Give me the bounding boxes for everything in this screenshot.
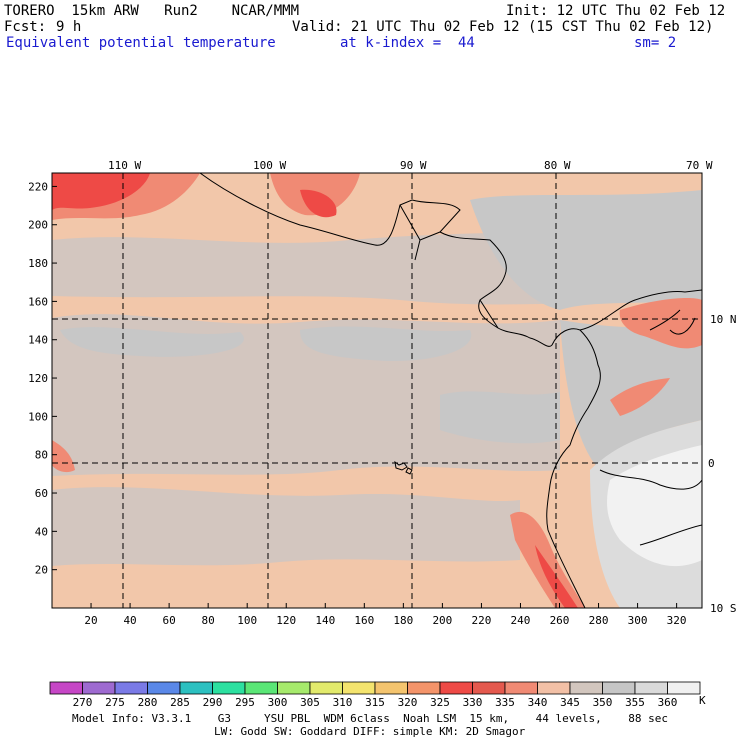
colorbar-swatch bbox=[634, 681, 668, 695]
colorbar-label: 350 bbox=[593, 696, 613, 709]
colorbar-swatch bbox=[309, 681, 343, 695]
colorbar-label: 285 bbox=[170, 696, 190, 709]
map-field bbox=[52, 173, 702, 608]
x-tick-label: 300 bbox=[628, 614, 648, 627]
colorbar-label: 305 bbox=[300, 696, 320, 709]
colorbar-label: 360 bbox=[658, 696, 678, 709]
colorbar-label: 275 bbox=[105, 696, 125, 709]
x-tick-label: 160 bbox=[354, 614, 374, 627]
x-tick-label: 260 bbox=[550, 614, 570, 627]
model-info: Model Info: V3.3.1 G3 YSU PBL WDM 6class… bbox=[72, 712, 669, 725]
x-tick-label: 200 bbox=[432, 614, 452, 627]
colorbar-labels: 270 275 280 285 290 295 300 305 310 315 320 325 330 3… bbox=[73, 696, 678, 709]
y-tick-label: 140 bbox=[28, 334, 48, 347]
y-tick-label: 20 bbox=[35, 564, 48, 577]
axis-tick-labels: 220 200 180 160 140 120 100 80 60 40 20 20 40 60 80 100… bbox=[28, 180, 686, 627]
colorbar-swatch bbox=[407, 681, 441, 695]
colorbar-swatch bbox=[277, 681, 311, 695]
colorbar-swatch bbox=[374, 681, 408, 695]
x-tick-label: 120 bbox=[276, 614, 296, 627]
field-name: Equivalent potential temperature bbox=[6, 35, 276, 51]
colorbar-label: 330 bbox=[463, 696, 483, 709]
x-tick-label: 220 bbox=[471, 614, 491, 627]
y-tick-label: 60 bbox=[35, 487, 48, 500]
init-time: Init: 12 UTC Thu 02 Feb 12 bbox=[506, 3, 726, 19]
y-tick-label: 180 bbox=[28, 257, 48, 270]
smoothing: sm= 2 bbox=[634, 35, 677, 51]
lat-label-10s: 10 S bbox=[710, 602, 737, 615]
lon-label-100w: 100 W bbox=[253, 159, 287, 172]
valid-time: Valid: 21 UTC Thu 02 Feb 12 (15 CST Thu … bbox=[292, 19, 714, 35]
x-tick-label: 320 bbox=[667, 614, 687, 627]
colorbar-label: 270 bbox=[73, 696, 93, 709]
lon-label-80w: 80 W bbox=[544, 159, 571, 172]
y-tick-label: 100 bbox=[28, 410, 48, 423]
forecast-label: Fcst: bbox=[4, 19, 47, 35]
y-tick-label: 160 bbox=[28, 295, 48, 308]
colorbar-swatch bbox=[342, 681, 376, 695]
colorbar-label: 310 bbox=[333, 696, 353, 709]
axis-ticks bbox=[52, 185, 678, 608]
x-tick-label: 240 bbox=[511, 614, 531, 627]
colorbar-swatch bbox=[244, 681, 278, 695]
colorbar bbox=[49, 681, 701, 695]
lon-label-70w: 70 W bbox=[686, 159, 713, 172]
map-frame bbox=[51, 172, 703, 609]
x-tick-label: 140 bbox=[315, 614, 335, 627]
coastline bbox=[199, 173, 702, 608]
physics-info: LW: Godd SW: Goddard DIFF: simple KM: 2D… bbox=[214, 725, 526, 738]
lat-label-10n: 10 N bbox=[710, 313, 737, 326]
colorbar-label: 340 bbox=[528, 696, 548, 709]
colorbar-swatch bbox=[114, 681, 148, 695]
colorbar-swatch bbox=[667, 681, 701, 695]
lat-label-0: 0 bbox=[708, 457, 715, 470]
colorbar-swatch bbox=[537, 681, 571, 695]
colorbar-label: 290 bbox=[203, 696, 223, 709]
colorbar-swatch bbox=[147, 681, 181, 695]
x-tick-label: 40 bbox=[123, 614, 136, 627]
x-tick-label: 60 bbox=[162, 614, 175, 627]
x-tick-label: 280 bbox=[589, 614, 609, 627]
colorbar-swatch bbox=[602, 681, 636, 695]
colorbar-label: 325 bbox=[430, 696, 450, 709]
colorbar-swatch bbox=[49, 681, 83, 695]
colorbar-label: 345 bbox=[560, 696, 580, 709]
lon-label-110w: 110 W bbox=[108, 159, 142, 172]
colorbar-label: 320 bbox=[398, 696, 418, 709]
colorbar-swatch bbox=[504, 681, 538, 695]
colorbar-label: 280 bbox=[138, 696, 158, 709]
x-tick-label: 180 bbox=[393, 614, 413, 627]
y-tick-label: 200 bbox=[28, 219, 48, 232]
forecast-hours: 9 h bbox=[56, 19, 82, 35]
colorbar-unit: K bbox=[699, 694, 706, 707]
colorbar-swatch bbox=[212, 681, 246, 695]
colorbar-label: 295 bbox=[235, 696, 255, 709]
colorbar-swatch bbox=[179, 681, 213, 695]
colorbar-label: 335 bbox=[495, 696, 515, 709]
y-tick-label: 80 bbox=[35, 449, 48, 462]
colorbar-swatch bbox=[82, 681, 116, 695]
x-tick-label: 100 bbox=[237, 614, 257, 627]
y-tick-label: 220 bbox=[28, 180, 48, 193]
colorbar-swatch bbox=[439, 681, 473, 695]
colorbar-label: 300 bbox=[268, 696, 288, 709]
run-title: TORERO 15km ARW Run2 NCAR/MMM bbox=[4, 3, 300, 19]
colorbar-swatch bbox=[472, 681, 506, 695]
lon-label-90w: 90 W bbox=[400, 159, 427, 172]
graticule bbox=[52, 173, 702, 608]
y-tick-label: 40 bbox=[35, 525, 48, 538]
colorbar-swatch bbox=[569, 681, 603, 695]
x-tick-label: 20 bbox=[84, 614, 97, 627]
y-tick-label: 120 bbox=[28, 372, 48, 385]
k-index-level: at k-index = 44 bbox=[340, 35, 475, 51]
x-tick-label: 80 bbox=[202, 614, 215, 627]
colorbar-label: 355 bbox=[625, 696, 645, 709]
colorbar-label: 315 bbox=[365, 696, 385, 709]
